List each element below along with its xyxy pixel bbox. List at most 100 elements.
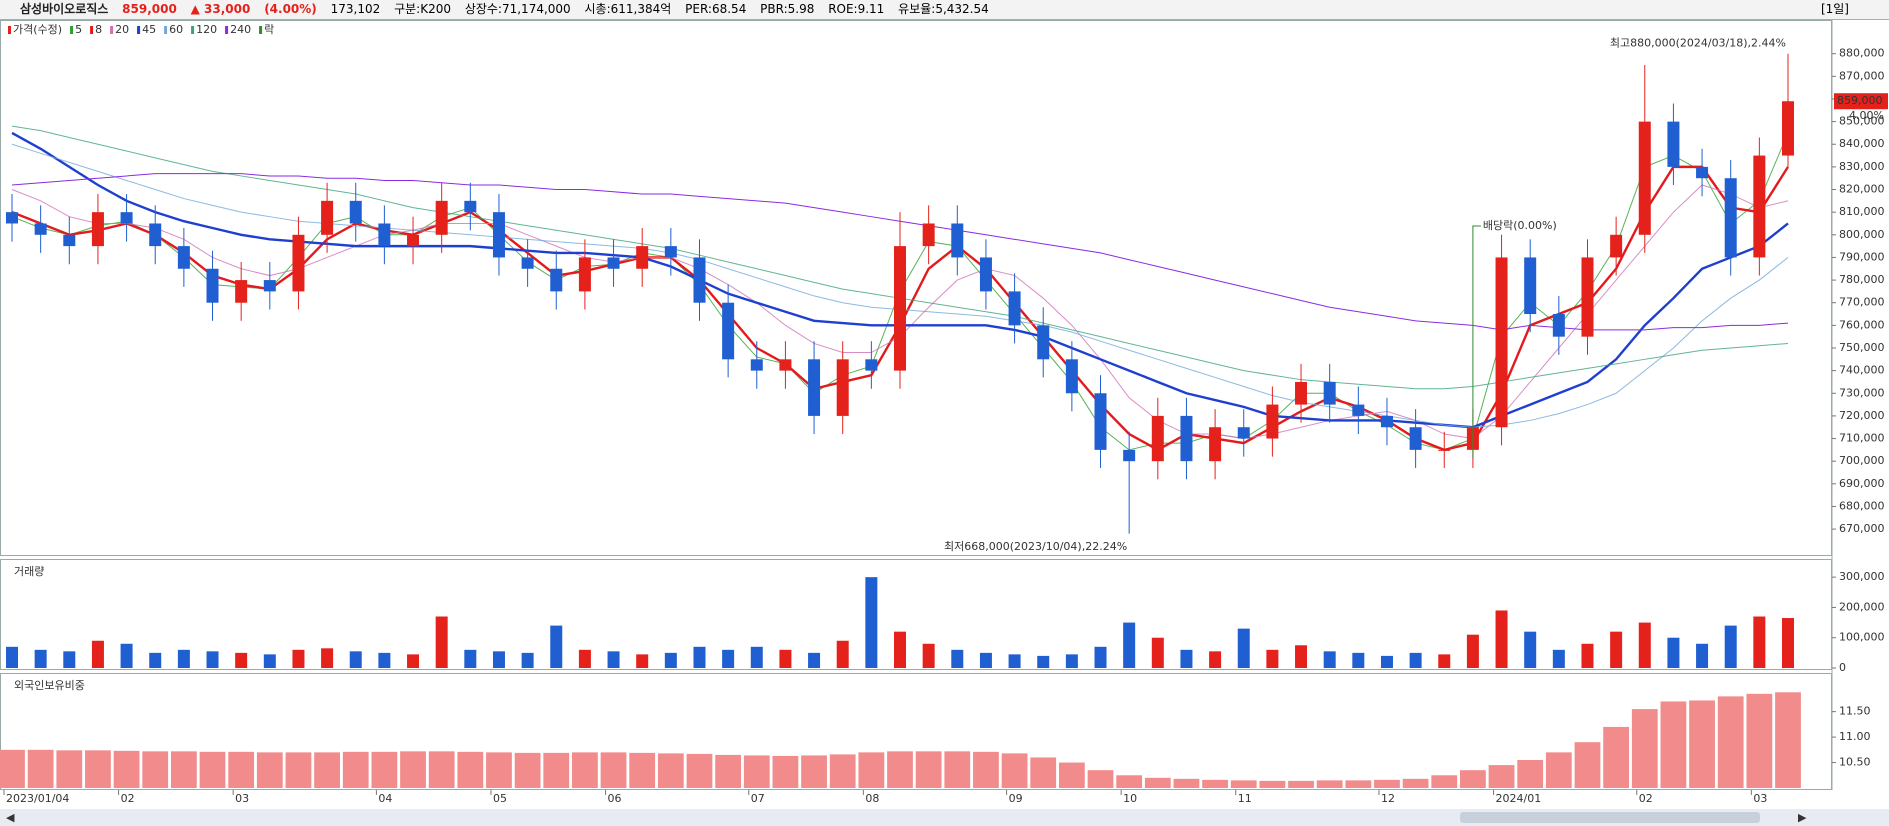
volume-bar <box>1209 651 1222 668</box>
x-tick-label: 05 <box>493 792 507 805</box>
x-tick-label: 03 <box>1753 792 1767 805</box>
candle-body <box>1438 449 1451 451</box>
x-tick-label: 11 <box>1238 792 1252 805</box>
info: 시총:611,384억 <box>584 2 672 16</box>
foreign-bar <box>1717 696 1744 788</box>
foreign-bar <box>1460 770 1486 788</box>
x-tick-label: 04 <box>378 792 392 805</box>
y-tick-label: 840,000 <box>1839 137 1885 150</box>
candle-body <box>1323 381 1336 405</box>
foreign-bar <box>1488 765 1515 788</box>
volume-bar <box>235 652 248 668</box>
foreign-bar <box>657 753 684 788</box>
volume-bar <box>34 649 47 668</box>
volume-bar <box>1323 651 1336 668</box>
candle-body <box>722 302 735 360</box>
foreign-bar <box>973 751 999 788</box>
volume-bar <box>91 640 104 668</box>
y-tick-label: 680,000 <box>1839 499 1885 512</box>
legend-swatch <box>164 26 168 34</box>
y-tick-label: 850,000 <box>1839 115 1885 128</box>
candle-body <box>292 234 305 292</box>
scroll-right[interactable]: ▶ <box>1798 811 1807 824</box>
volume-bar <box>607 651 620 668</box>
volume-bar <box>951 649 964 668</box>
volume-bar <box>63 651 76 668</box>
foreign-bar <box>113 750 140 788</box>
y-tick-label: 11.00 <box>1839 730 1871 743</box>
candle-body <box>550 268 563 292</box>
x-tick-label: 06 <box>608 792 622 805</box>
foreign-bar <box>428 751 455 788</box>
y-tick-label: 740,000 <box>1839 364 1885 377</box>
candle-body <box>1581 257 1594 337</box>
y-tick-label: 300,000 <box>1839 570 1885 583</box>
foreign-bar <box>887 751 913 788</box>
volume-bar <box>1065 654 1078 668</box>
candle-body <box>1696 166 1709 179</box>
header-bar: 삼성바이오로직스 859,000 ▲ 33,000 (4.00%) 173,10… <box>0 0 1889 20</box>
candle-body <box>1524 257 1537 315</box>
foreign-bar <box>1431 775 1458 788</box>
foreign-bar <box>199 751 226 788</box>
last-price-box <box>1834 93 1888 110</box>
y-tick-label: 0 <box>1839 661 1846 674</box>
candle-body <box>1037 325 1050 360</box>
y-tick-label: 10.50 <box>1839 756 1871 769</box>
candle-body <box>951 223 964 258</box>
foreign-bar <box>170 751 197 788</box>
volume-bar <box>1352 652 1365 668</box>
volume-bar <box>979 652 992 668</box>
info: 구분:K200 <box>394 2 451 16</box>
candle-body <box>1209 427 1222 462</box>
volume-bar <box>378 652 391 668</box>
candle-body <box>693 257 706 303</box>
volume-bar <box>1638 622 1651 668</box>
y-tick-label: 730,000 <box>1839 386 1885 399</box>
candle-body <box>263 280 276 292</box>
candle-body <box>664 246 677 258</box>
volume-bar <box>1180 649 1193 668</box>
volume-bar <box>1409 652 1422 668</box>
volume-bar <box>464 649 477 668</box>
foreign-bar <box>256 752 283 788</box>
x-tick-label: 09 <box>1009 792 1023 805</box>
volume-bar <box>550 625 563 668</box>
legend-label: 5 <box>75 23 82 36</box>
ex-dividend-label: 배당락(0.00%) <box>1483 219 1557 232</box>
y-tick-label: 800,000 <box>1839 228 1885 241</box>
stock-name: 삼성바이오로직스 <box>20 2 109 16</box>
scroll-left[interactable]: ◀ <box>6 811 15 824</box>
x-tick-label: 08 <box>865 792 879 805</box>
foreign-bar <box>27 749 54 788</box>
volume-bar <box>177 649 190 668</box>
volume-bar <box>1495 610 1508 668</box>
foreign-bar <box>514 752 541 788</box>
x-tick-label: 10 <box>1123 792 1137 805</box>
info: 유보율:5,432.54 <box>898 2 989 16</box>
scroll-thumb[interactable] <box>1460 812 1760 823</box>
volume-bar <box>292 649 305 668</box>
foreign-bar <box>686 753 713 788</box>
last-price: 859,000 <box>1837 94 1883 107</box>
volume-bar <box>894 631 906 668</box>
legend-label: 120 <box>196 23 217 36</box>
change-pct: (4.00%) <box>264 2 317 16</box>
candle-body <box>1352 404 1365 416</box>
y-tick-label: 100,000 <box>1839 631 1885 644</box>
candle-body <box>1753 155 1766 258</box>
y-tick-label: 11.50 <box>1839 705 1871 718</box>
volume-bar <box>1151 637 1164 668</box>
volume-bar <box>1094 646 1107 668</box>
legend-swatch <box>110 26 114 34</box>
candle-body <box>177 246 190 269</box>
volume-bar <box>1552 649 1565 668</box>
volume-bar <box>206 651 219 668</box>
candle-body <box>1237 427 1250 439</box>
volume-bar <box>1667 637 1680 668</box>
foreign-bar <box>1374 779 1400 788</box>
panel-title: 거래량 <box>14 565 44 578</box>
foreign-bar <box>1545 752 1572 788</box>
scrollbar[interactable] <box>0 809 1889 826</box>
period[interactable]: [1일] <box>1820 2 1849 16</box>
